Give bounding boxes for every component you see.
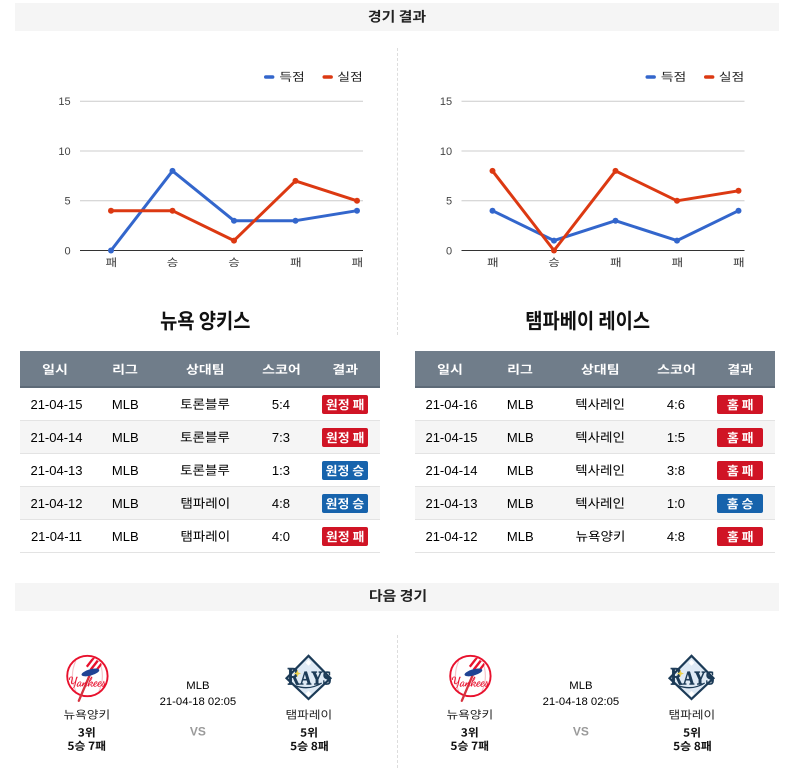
svg-text:4:0: 4:0 — [272, 529, 290, 544]
svg-text:MLB: MLB — [112, 430, 139, 445]
svg-text:4:6: 4:6 — [667, 397, 685, 412]
svg-text:MLB: MLB — [112, 463, 139, 478]
svg-text:MLB: MLB — [112, 397, 139, 412]
svg-text:0: 0 — [446, 245, 452, 257]
svg-text:MLB: MLB — [112, 529, 139, 544]
svg-text:21-04-12: 21-04-12 — [30, 496, 82, 511]
svg-text:10: 10 — [58, 146, 70, 158]
svg-text:21-04-14: 21-04-14 — [30, 430, 82, 445]
svg-text:1:0: 1:0 — [667, 496, 685, 511]
svg-text:5: 5 — [446, 196, 452, 208]
svg-text:4:8: 4:8 — [272, 496, 290, 511]
svg-text:MLB: MLB — [507, 397, 534, 412]
svg-text:21-04-14: 21-04-14 — [425, 463, 477, 478]
svg-text:21-04-11: 21-04-11 — [31, 529, 82, 544]
svg-text:1:3: 1:3 — [272, 463, 290, 478]
svg-text:MLB: MLB — [507, 496, 534, 511]
svg-text:21-04-15: 21-04-15 — [425, 430, 477, 445]
svg-text:3:8: 3:8 — [667, 463, 685, 478]
svg-text:21-04-18 02:05: 21-04-18 02:05 — [543, 696, 620, 708]
svg-text:MLB: MLB — [112, 496, 139, 511]
svg-text:21-04-16: 21-04-16 — [425, 397, 477, 412]
svg-text:15: 15 — [58, 96, 70, 108]
svg-text:4:8: 4:8 — [667, 529, 685, 544]
svg-text:15: 15 — [440, 96, 452, 108]
svg-text:MLB: MLB — [569, 680, 592, 692]
svg-text:5:4: 5:4 — [272, 397, 290, 412]
svg-text:21-04-12: 21-04-12 — [425, 529, 477, 544]
svg-text:21-04-13: 21-04-13 — [425, 496, 477, 511]
svg-text:5: 5 — [64, 196, 70, 208]
svg-text:MLB: MLB — [507, 430, 534, 445]
svg-text:10: 10 — [440, 146, 452, 158]
svg-text:7:3: 7:3 — [272, 430, 290, 445]
svg-text:21-04-18 02:05: 21-04-18 02:05 — [160, 696, 237, 708]
svg-text:MLB: MLB — [507, 529, 534, 544]
svg-text:21-04-15: 21-04-15 — [30, 397, 82, 412]
svg-text:VS: VS — [573, 724, 589, 738]
svg-text:21-04-13: 21-04-13 — [30, 463, 82, 478]
svg-text:0: 0 — [64, 245, 70, 257]
svg-text:VS: VS — [190, 724, 206, 738]
svg-text:MLB: MLB — [186, 680, 209, 692]
svg-text:1:5: 1:5 — [667, 430, 685, 445]
svg-text:MLB: MLB — [507, 463, 534, 478]
